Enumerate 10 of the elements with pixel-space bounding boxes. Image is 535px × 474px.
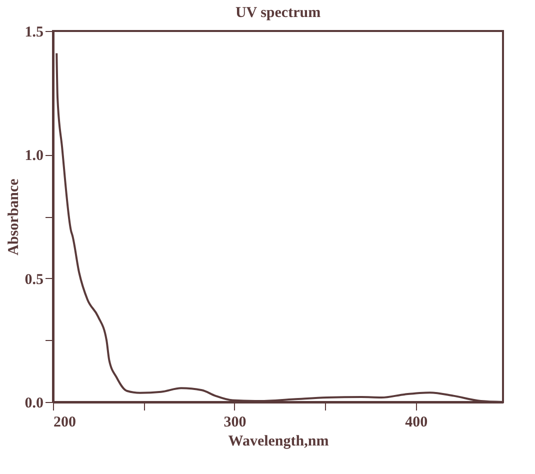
y-tick-label: 1.0 [24, 148, 44, 164]
y-tick-label: 0.0 [24, 396, 44, 412]
y-tick-label: 1.5 [24, 24, 44, 40]
x-tick-label: 300 [224, 414, 246, 430]
x-tick-label: 400 [405, 414, 428, 430]
y-axis-title: Absorbance [6, 178, 22, 256]
y-tick-label: 0.5 [24, 272, 44, 288]
x-tick-label: 200 [54, 414, 76, 430]
x-axis-title: Wavelength,nm [228, 434, 330, 450]
chart-title: UV spectrum [235, 5, 322, 21]
